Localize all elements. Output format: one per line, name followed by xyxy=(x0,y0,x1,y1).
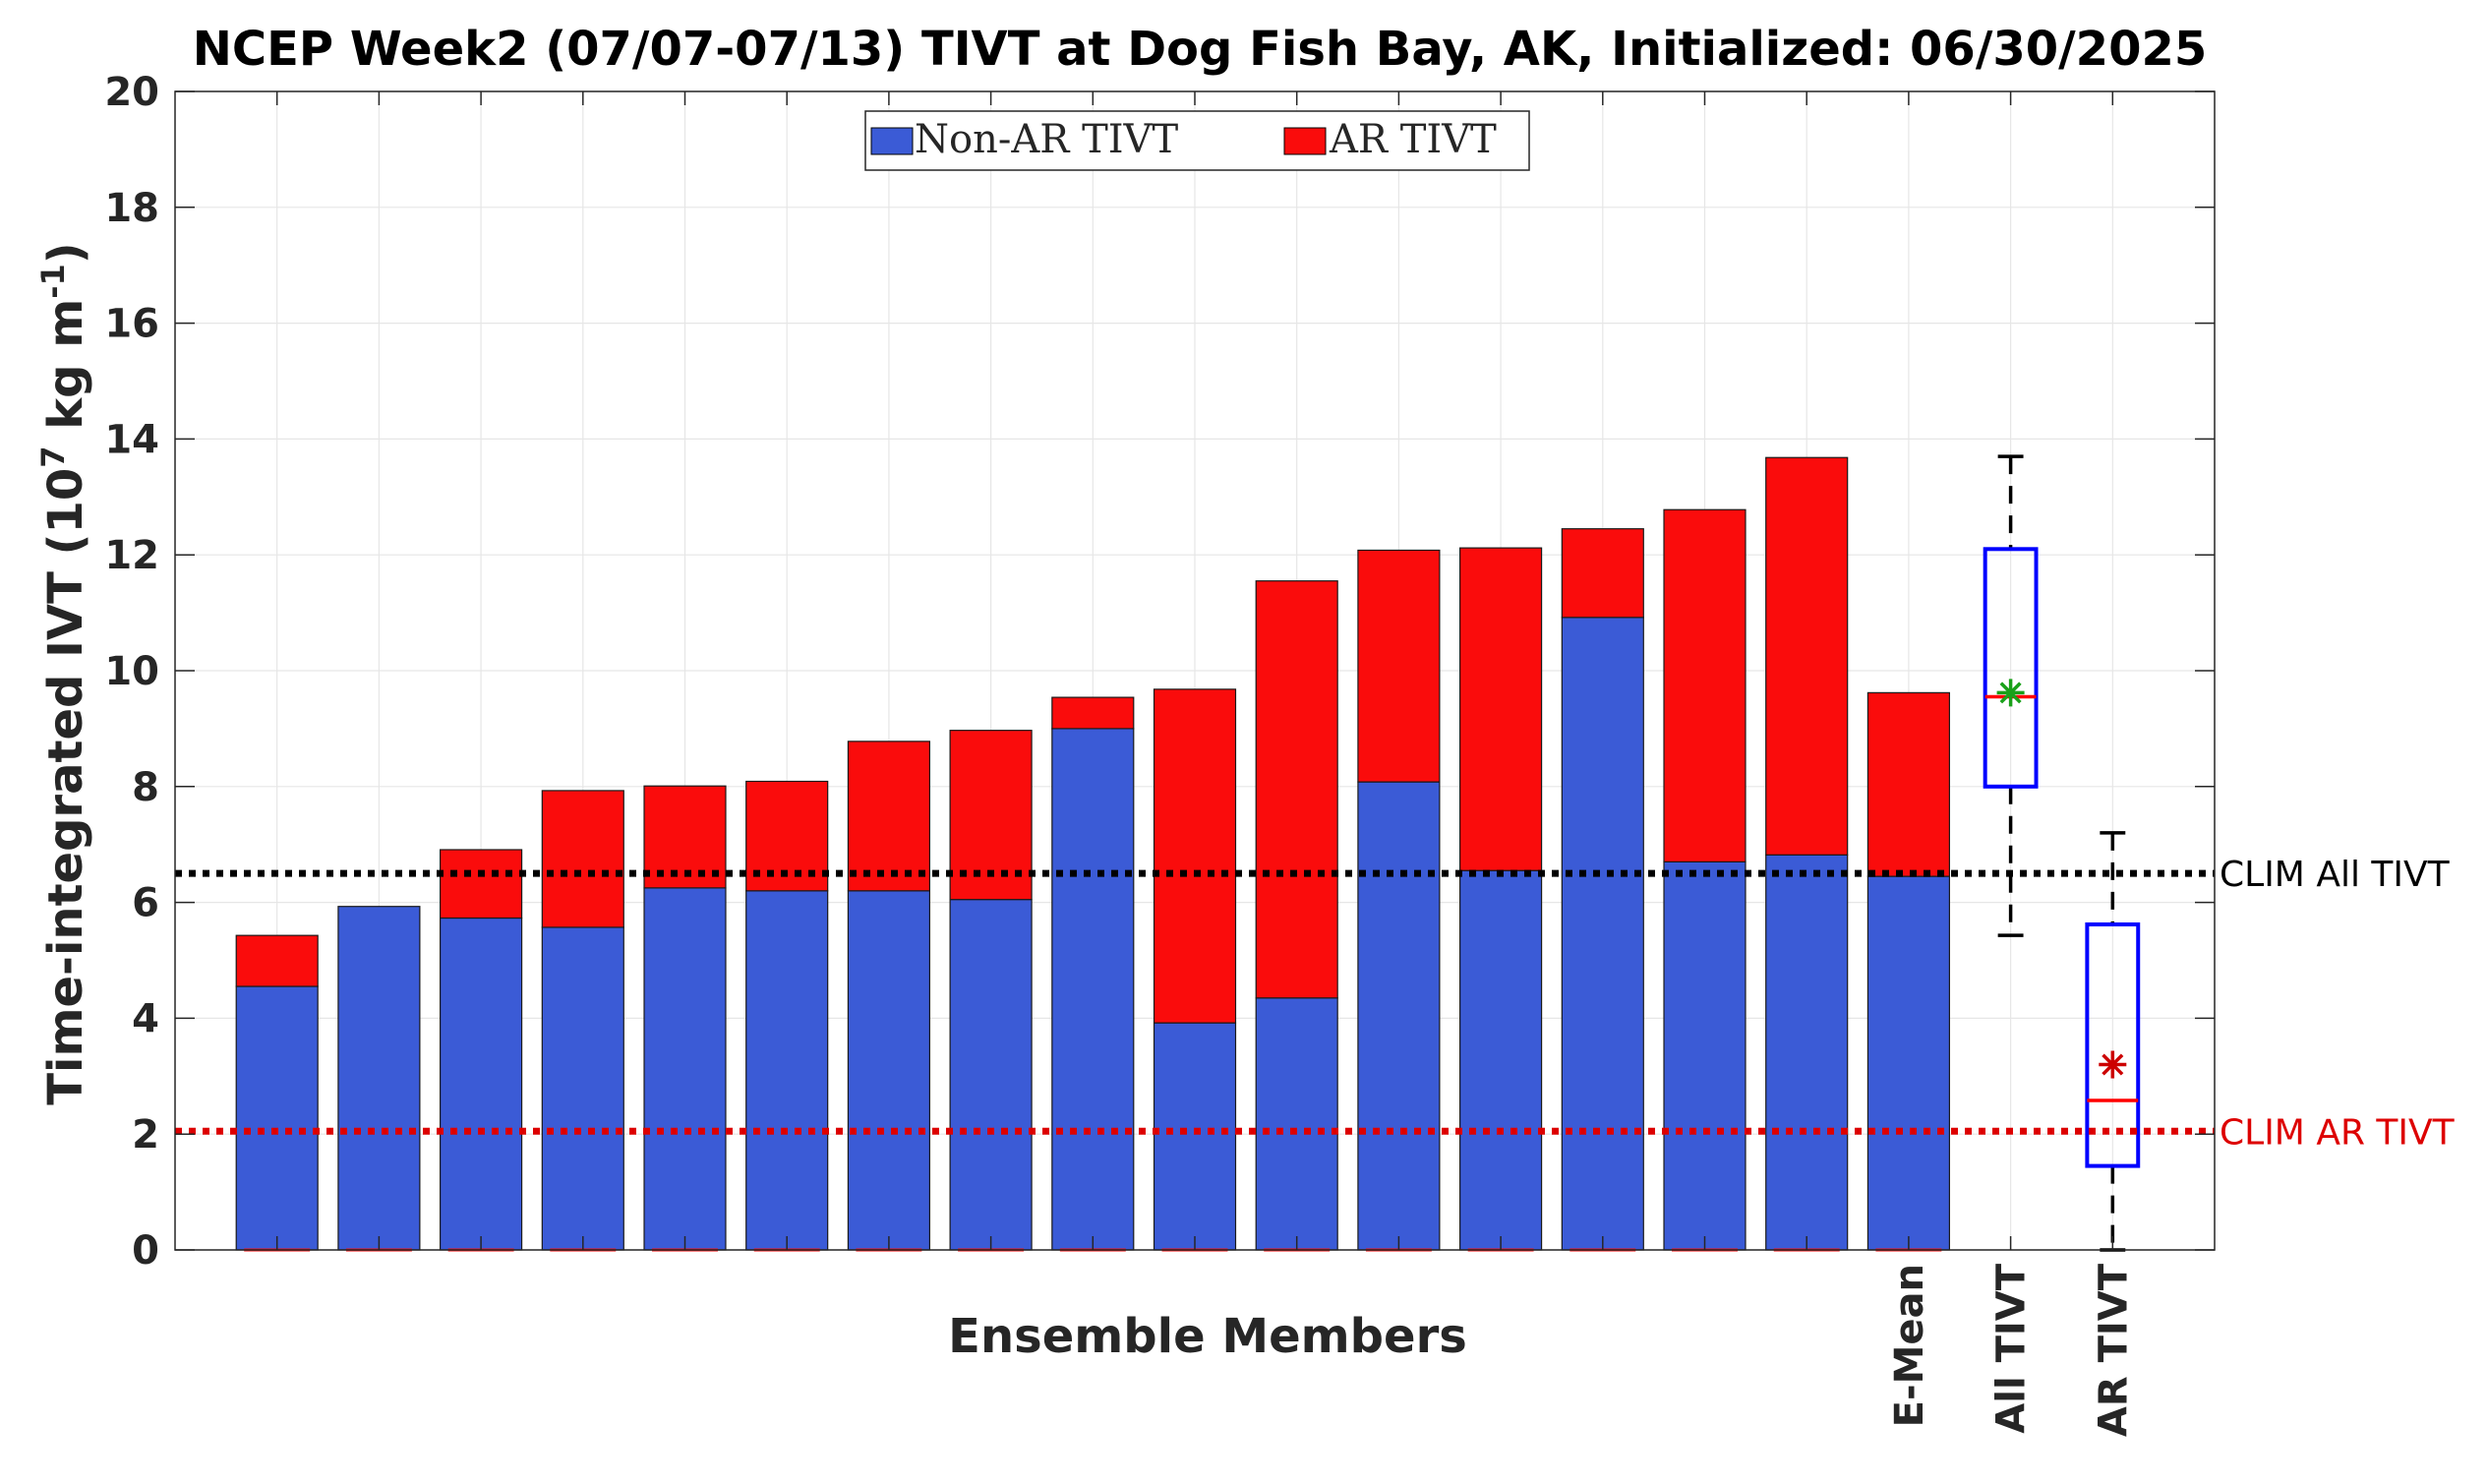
legend: Non-AR TIVT AR TIVT xyxy=(864,110,1530,171)
bar-non-ar xyxy=(745,890,829,1251)
bar-non-ar xyxy=(440,917,523,1251)
x-category-label: AR TIVT xyxy=(2091,1263,2136,1437)
y-tick-label: 2 xyxy=(132,1112,159,1158)
bar-ar xyxy=(1255,580,1338,999)
bar-ar xyxy=(1866,691,1950,877)
bar-non-ar xyxy=(1866,875,1950,1251)
reference-line-label: CLIM All TIVT xyxy=(2220,855,2451,895)
bar-non-ar xyxy=(1561,617,1644,1251)
y-axis-label-main: Time-integrated IVT (10 xyxy=(38,468,93,1105)
y-tick-label: 4 xyxy=(132,996,159,1041)
bar-ar xyxy=(541,790,624,928)
mean-stroke xyxy=(1999,682,2022,704)
bar-ar xyxy=(1357,549,1441,783)
bar-ar xyxy=(1153,688,1237,1024)
bar-non-ar xyxy=(1357,781,1441,1251)
x-category-labels: E-Mean All TIVT AR TIVT xyxy=(1887,1263,2136,1437)
x-category-label: All TIVT xyxy=(1989,1263,2035,1433)
legend-label-non-ar: Non-AR TIVT xyxy=(915,117,1178,162)
boxplots xyxy=(1983,454,2141,1252)
y-tick-label: 12 xyxy=(104,533,159,578)
y-axis-label-exponent-2: -1 xyxy=(34,264,72,299)
y-tick-label: 14 xyxy=(104,417,159,462)
plot-frame xyxy=(174,90,2216,1251)
y-tick-label: 0 xyxy=(132,1228,159,1274)
y-axis-label-unit: kg m xyxy=(38,299,93,446)
y-axis-label: Time-integrated IVT (107 kg m-1) xyxy=(34,242,93,1104)
climatology-lines: CLIM All TIVT CLIM AR TIVT xyxy=(175,855,2456,1153)
bar-non-ar xyxy=(1051,728,1135,1251)
legend-swatch-non-ar xyxy=(870,127,914,155)
legend-swatch-ar xyxy=(1283,127,1327,155)
x-axis-label: Ensemble Members xyxy=(948,1309,1467,1364)
legend-box xyxy=(864,110,1530,171)
bar-ar xyxy=(1765,456,1849,856)
chart-title: NCEP Week2 (07/07-07/13) TIVT at Dog Fis… xyxy=(193,22,2208,77)
y-tick-labels: 0 2 4 6 8 10 12 14 16 18 20 xyxy=(104,70,159,1274)
bar-ar xyxy=(1561,528,1644,619)
y-tick-label: 8 xyxy=(132,765,159,810)
bar-ar xyxy=(440,849,523,920)
boxplot-mean-marker xyxy=(2099,1050,2127,1079)
bar-ar xyxy=(235,934,319,987)
boxplot-box xyxy=(1983,547,2039,789)
y-tick-label: 10 xyxy=(104,649,159,694)
bar-non-ar xyxy=(337,906,421,1251)
bar-non-ar xyxy=(1153,1022,1237,1251)
y-tick-label: 20 xyxy=(104,70,159,115)
bar-non-ar xyxy=(643,887,727,1251)
x-category-label: E-Mean xyxy=(1887,1264,1932,1427)
bar-ar xyxy=(1459,547,1543,871)
bar-non-ar xyxy=(1663,861,1747,1251)
bar-non-ar xyxy=(847,890,930,1251)
mean-stroke xyxy=(2102,1053,2124,1076)
bar-non-ar xyxy=(1765,854,1849,1251)
bar-non-ar xyxy=(949,899,1033,1251)
bar-ar xyxy=(1663,508,1747,862)
reference-line-label: CLIM AR TIVT xyxy=(2220,1112,2456,1153)
legend-label-ar: AR TIVT xyxy=(1329,117,1497,162)
bar-non-ar xyxy=(1255,997,1338,1251)
y-tick-label: 16 xyxy=(104,302,159,347)
y-tick-label: 6 xyxy=(132,881,159,926)
bar-non-ar xyxy=(235,985,319,1251)
bar-ar xyxy=(847,741,930,892)
bar-ar xyxy=(1051,696,1135,730)
boxplot-mean-marker xyxy=(1996,679,2025,707)
y-tick-label: 18 xyxy=(104,186,159,231)
bar-non-ar xyxy=(541,926,624,1251)
boxplot-box xyxy=(2085,921,2141,1168)
bar-non-ar xyxy=(1459,869,1543,1251)
y-axis-label-exponent: 7 xyxy=(34,445,72,467)
y-axis-label-close: ) xyxy=(38,242,93,264)
